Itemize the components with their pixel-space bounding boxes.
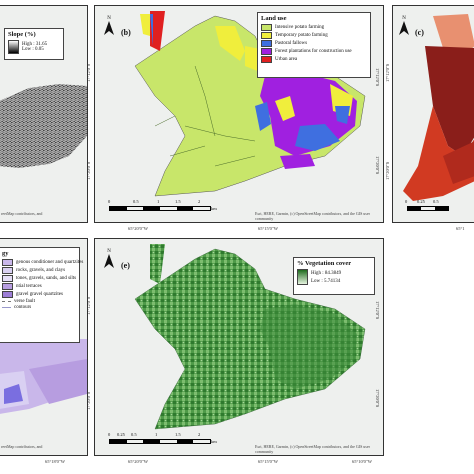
lon-label-d: 65°18'0"W [45,459,65,464]
north-label: N [402,16,406,21]
slope-high-label: High : 31.65 [22,42,48,47]
scale-label: 2 [198,432,201,437]
north-label: N [107,249,111,254]
panel-c-map: (c) N 0 0.25 0.5 [392,5,474,223]
north-arrow-icon [104,254,114,268]
scale-label: 2 [198,199,201,204]
scale-label: 1 [155,432,158,437]
scale-label: 0.25 [117,432,125,437]
legend-item: genous conditioner and quartzites [2,259,83,266]
lat-label-top: 17°12'0"S [375,301,380,320]
geology-legend: gy genous conditioner and quartzites roc… [0,247,83,343]
scale-label: 1.5 [175,199,181,204]
legend-item: gravel gravel quartzites [2,291,76,298]
scale-label: 0.5 [433,199,439,204]
scale-label: 0.25 [417,199,425,204]
attribution-text: reetMap contributors, and [1,444,43,449]
geology-map [0,334,87,414]
north-arrow: N [398,16,410,37]
north-arrow-icon [399,21,409,35]
lon-label-left: 65°20'0"W [128,226,148,231]
lat-label-left-bottom: 17°20'0"S [86,161,91,180]
attribution-text: Esri, HERE, Garmin, (c) OpenStreetMap co… [255,211,370,221]
lat-label-c-bottom: 17°20'0"S [385,161,390,180]
panel-vegetation-map: (e) N % Vegetation cover High : 84.3849 … [94,238,384,456]
lon-label-mid: 65°15'0"W [258,226,278,231]
lon-label-c: 65°1 [456,226,465,231]
legend-item: contours [2,305,76,310]
land-use-map [134,11,366,197]
lon-label-e-left: 65°20'0"W [128,459,148,464]
legend-item: rocks, gravels, and clays [2,267,76,274]
scale-label: 0.5 [131,432,137,437]
legend-item: Temporary potato farming [261,32,367,39]
lat-label-e-left-bottom: 17°20'0"S [86,391,91,410]
panel-slope-map: Slope (%) High : 31.65 Low : 0.05 reetMa… [0,5,88,223]
scale-bar [109,206,211,211]
slope-legend: Slope (%) High : 31.65 Low : 0.05 [4,28,64,60]
north-arrow: N [103,249,115,270]
scale-label: 0 [405,199,408,204]
scale-bar [109,439,211,444]
vegetation-legend: % Vegetation cover High : 84.3849 Low : … [293,257,375,295]
scale-label: 1 [157,199,160,204]
legend-title: % Vegetation cover [297,260,352,267]
legend-item: verse fault [2,299,76,304]
scale-label: 0 [108,199,111,204]
legend-title: Land use [261,15,287,22]
legend-item: tones, gravels, sands, and silts [2,275,76,282]
lat-label-left-top: 17°12'0"S [86,63,91,82]
legend-title: Slope (%) [8,31,36,38]
lon-label-e-right: 65°10'0"W [352,459,372,464]
legend-item: Pastoral fallows [261,40,367,47]
scale-unit: km [211,206,217,211]
land-use-legend: Land use Intensive potato farming Tempor… [257,12,371,78]
north-arrow-icon [104,21,114,35]
scale-bar [407,206,449,211]
panel-land-use-map: (b) N Land use Intensive potato farming … [94,5,384,223]
north-arrow: N [103,16,115,37]
vegetation-gradient-swatch [297,269,308,285]
attribution-text: reetMap contributors, and [1,211,43,216]
slope-gradient-swatch [8,40,19,54]
choropleth-map [403,14,474,201]
vegetation-low-label: Low : 5.74134 [311,278,341,284]
scale-label: 0.5 [133,199,139,204]
legend-title: gy [2,250,9,257]
scale-unit: km [211,439,217,444]
panel-letter: (e) [121,261,130,270]
scale-label: 0 [108,432,111,437]
legend-item: Forest plantations for construction use [261,48,367,55]
panel-letter: (b) [121,28,131,37]
legend-item: Urban area [261,56,367,63]
north-label: N [107,16,111,21]
lon-label-e-mid: 65°15'0"W [258,459,278,464]
panel-letter: (c) [415,28,424,37]
lat-label-c-top: 17°12'0"S [385,63,390,82]
legend-item: ntial terraces [2,283,76,290]
attribution-text: Esri, HERE, Garmin, (c) OpenStreetMap co… [255,444,370,454]
panel-geology-map: gy genous conditioner and quartzites roc… [0,238,88,456]
vegetation-high-label: High : 84.3849 [311,270,342,276]
lat-label-e-left-top: 17°12'0"S [86,296,91,315]
legend-item: Intensive potato farming [261,24,367,31]
vegetation-cover-map [134,244,366,430]
scale-label: 1.5 [175,432,181,437]
lat-label-bottom: 17°20'0"S [375,389,380,408]
slope-low-label: Low : 0.05 [22,47,44,52]
lat-label-bottom: 17°20'0"S [375,156,380,175]
lat-label-top: 17°12'0"S [375,68,380,87]
slope-raster [0,84,87,168]
